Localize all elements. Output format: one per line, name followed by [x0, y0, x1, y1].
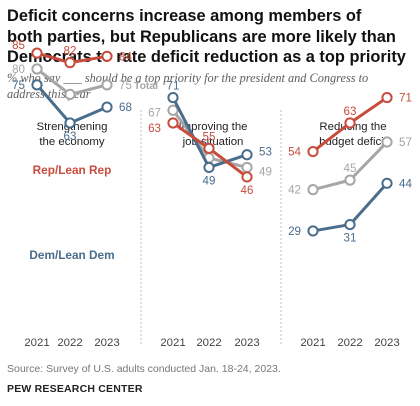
data-label-rep: 84	[119, 50, 132, 63]
title-line: Deficit concerns increase among members …	[7, 7, 362, 25]
x-tick-label: 2022	[57, 337, 82, 349]
series-label-total: Total	[134, 81, 158, 92]
data-label-total: 42	[288, 184, 301, 197]
series-label-dem: Dem/Lean Dem	[29, 248, 114, 262]
title-line: both parties, but Republicans are more l…	[7, 27, 396, 46]
data-point-dem	[381, 177, 393, 189]
data-point-rep	[167, 117, 179, 129]
data-point-total	[101, 79, 113, 91]
panel-title: the economy	[39, 136, 105, 148]
data-label-rep: 71	[399, 92, 412, 105]
data-point-dem	[241, 149, 253, 161]
x-tick-label: 2023	[234, 337, 259, 349]
data-label-total: 45	[344, 162, 357, 175]
data-label-rep: 63	[148, 122, 161, 135]
x-tick-label: 2022	[196, 337, 221, 349]
data-label-dem: 71	[167, 80, 180, 93]
data-point-total	[344, 174, 356, 186]
data-label-total: 49	[259, 165, 272, 178]
data-label-dem: 53	[259, 146, 272, 159]
data-label-rep: 85	[12, 39, 25, 52]
data-point-dem	[101, 101, 113, 113]
data-label-dem: 49	[203, 174, 216, 187]
series-label-rep: Rep/Lean Rep	[33, 163, 112, 177]
data-label-total: 80	[12, 63, 25, 76]
data-label-total: 67	[148, 106, 161, 119]
pew-research-center-logo-text: PEW RESEARCH CENTER	[7, 383, 143, 395]
source-note: Source: Survey of U.S. adults conducted …	[7, 363, 281, 375]
data-label-rep: 54	[288, 146, 301, 159]
data-label-total: 75	[119, 79, 132, 92]
panel-title: Improving the	[178, 121, 247, 133]
data-point-rep	[64, 57, 76, 69]
x-tick-label: 2022	[337, 337, 362, 349]
data-point-total	[241, 161, 253, 174]
data-label-dem: 68	[119, 101, 132, 114]
data-label-dem: 63	[64, 130, 77, 143]
data-label-dem: 29	[288, 225, 301, 238]
data-point-rep	[203, 142, 215, 154]
data-label-dem: 75	[12, 79, 25, 92]
data-point-rep	[241, 171, 253, 183]
data-label-rep: 63	[344, 105, 357, 118]
data-point-dem	[344, 218, 356, 231]
data-point-total	[167, 104, 179, 116]
data-label-dem: 44	[399, 177, 412, 190]
data-point-total	[381, 136, 393, 148]
data-label-total: 57	[399, 136, 412, 149]
x-tick-label: 2021	[24, 337, 49, 349]
data-point-rep	[344, 117, 356, 129]
data-point-rep	[381, 91, 393, 104]
data-label-rep: 55	[203, 130, 216, 143]
panel-title: budget deficit	[319, 136, 388, 148]
data-point-rep	[31, 47, 43, 59]
data-point-total	[31, 63, 43, 75]
data-point-total	[64, 88, 76, 101]
subtitle-line: % who say ___ should be a top priority f…	[7, 71, 369, 85]
x-tick-label: 2023	[94, 337, 119, 349]
data-point-rep	[101, 50, 113, 62]
data-point-total	[307, 184, 319, 196]
data-label-dem: 31	[344, 232, 357, 245]
x-tick-label: 2021	[160, 337, 185, 349]
data-label-rep: 82	[64, 45, 77, 58]
x-tick-label: 2023	[374, 337, 399, 349]
data-point-dem	[203, 161, 215, 174]
data-point-dem	[307, 225, 319, 237]
data-point-rep	[307, 145, 319, 158]
x-tick-label: 2021	[300, 337, 325, 349]
data-point-dem	[64, 117, 76, 129]
data-point-dem	[31, 79, 43, 91]
data-label-rep: 46	[241, 184, 254, 197]
data-point-dem	[167, 91, 179, 104]
